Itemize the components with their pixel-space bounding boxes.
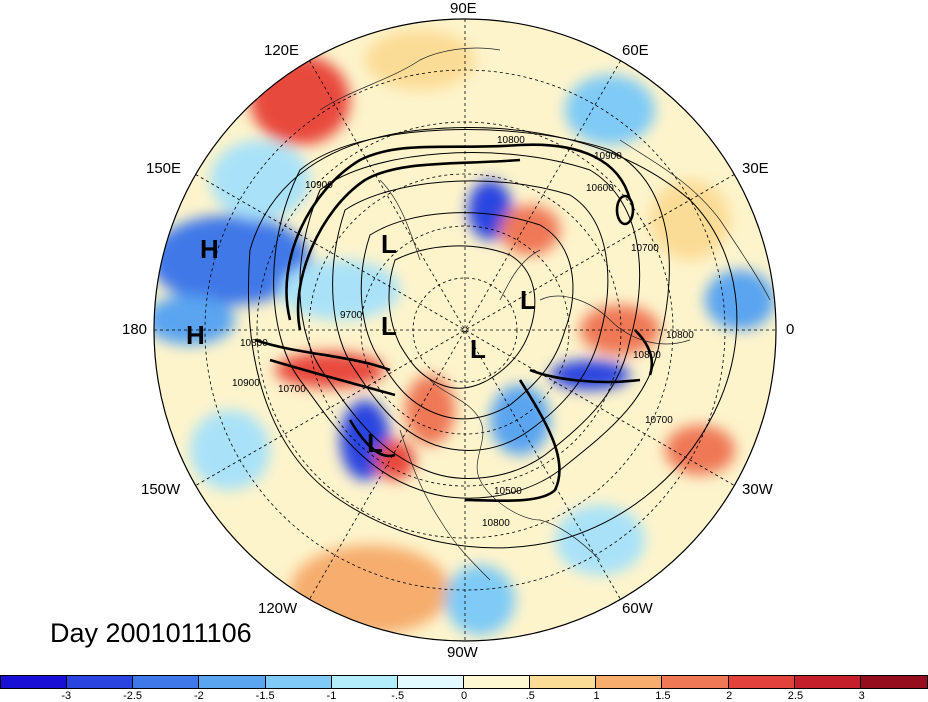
lon-label-30w: 30W xyxy=(742,481,773,498)
colorbar-box xyxy=(860,676,927,688)
colorbar-box xyxy=(265,676,332,688)
lon-label-30e: 30E xyxy=(742,160,769,177)
colorbar-tick-label: 2 xyxy=(726,690,733,702)
high-marker: H xyxy=(186,320,205,350)
lon-label-150w: 150W xyxy=(141,481,181,498)
contour-label: 10800 xyxy=(633,350,661,361)
colorbar-box xyxy=(596,676,663,688)
colorbar-box xyxy=(728,676,795,688)
colorbar-box xyxy=(331,676,398,688)
lon-label-180: 180 xyxy=(122,321,148,338)
colorbar-box xyxy=(199,676,266,688)
contour-label: 10700 xyxy=(645,415,673,426)
colorbar-tick-label: 1 xyxy=(593,690,600,702)
colorbar-tick-label: 0 xyxy=(460,690,468,702)
day-title: Day 2001011106 xyxy=(50,618,252,648)
colorbar-box xyxy=(133,676,200,688)
low-marker: L xyxy=(381,229,397,259)
contour-label: 10800 xyxy=(666,330,694,341)
colorbar-tick-label: 1.5 xyxy=(655,690,671,702)
contour-label: 10600 xyxy=(586,183,614,194)
colorbar-tick-label: -1 xyxy=(326,690,337,702)
contour-label: 10900 xyxy=(305,180,333,191)
lon-label-90w: 90W xyxy=(447,644,478,661)
contour-label: 10900 xyxy=(594,151,622,162)
low-marker: L xyxy=(520,285,536,315)
lon-label-120w: 120W xyxy=(258,600,298,617)
colorbar-tick-label: -2.5 xyxy=(123,690,143,702)
colorbar-box xyxy=(530,676,597,688)
contour-label: 10700 xyxy=(278,384,306,395)
contour-label: 10800 xyxy=(482,518,510,529)
low-marker: L xyxy=(381,311,397,341)
colorbar-box xyxy=(662,676,729,688)
colorbar-tick-label: -3 xyxy=(61,690,72,702)
colorbar-tick-label: 3 xyxy=(858,690,865,702)
lon-label-120e: 120E xyxy=(264,42,300,59)
low-marker: L xyxy=(367,428,383,458)
colorbar-tick-label: -1.5 xyxy=(255,690,275,702)
polar-map xyxy=(153,18,777,642)
colorbar-tick-label: -2 xyxy=(193,690,204,702)
colorbar-box xyxy=(67,676,134,688)
lon-label-60e: 60E xyxy=(622,42,649,59)
anomaly-field xyxy=(154,19,776,641)
contour-label: 10500 xyxy=(494,486,522,497)
colorbar-box xyxy=(463,676,531,688)
lon-label-60w: 60W xyxy=(622,600,653,617)
contour-label: 10700 xyxy=(631,243,659,254)
low-marker: L xyxy=(470,334,486,364)
colorbar-box xyxy=(794,676,861,688)
contour-label: 10900 xyxy=(232,378,260,389)
map-boundary xyxy=(153,18,777,642)
contour-label: 10800 xyxy=(240,338,268,349)
colorbar xyxy=(0,675,928,689)
contour-label: 9700 xyxy=(340,310,363,321)
high-marker: H xyxy=(200,234,219,264)
lon-label-0: 0 xyxy=(786,321,795,338)
colorbar-box xyxy=(397,676,464,688)
colorbar-tick-label: -.5 xyxy=(391,690,405,702)
colorbar-box xyxy=(1,676,68,688)
colorbar-tick-label: .5 xyxy=(525,690,535,702)
colorbar-tick-label: 2.5 xyxy=(787,690,804,702)
contour-label: 10800 xyxy=(497,135,525,146)
lon-label-90e: 90E xyxy=(450,0,477,17)
lon-label-150e: 150E xyxy=(146,160,182,177)
